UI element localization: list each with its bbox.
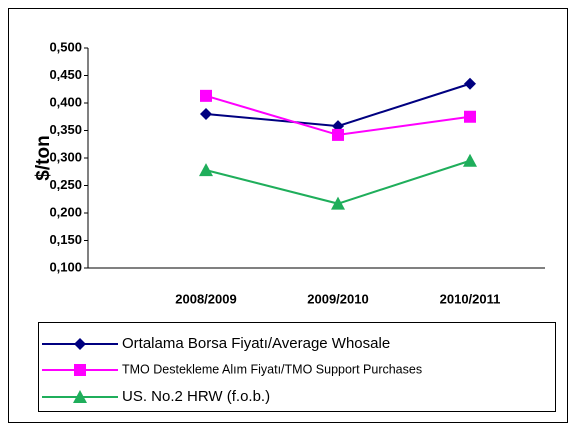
marker (331, 196, 345, 210)
y-tick-label: 0,250 (49, 177, 82, 192)
marker (463, 153, 477, 167)
marker (332, 120, 344, 133)
legend-marker (74, 364, 86, 376)
y-tick-label: 0,300 (49, 149, 82, 164)
x-tick-label: 2010/2011 (440, 291, 501, 306)
y-tick-label: 0,450 (49, 67, 82, 82)
y-tick-label: 0,350 (49, 122, 82, 137)
legend-marker (73, 390, 87, 403)
marker (332, 128, 344, 141)
legend-label: US. No.2 HRW (f.o.b.) (122, 388, 270, 405)
marker (199, 163, 213, 177)
y-tick-label: 0,150 (49, 232, 82, 247)
marker (464, 77, 476, 90)
marker (200, 108, 212, 120)
marker (464, 110, 476, 123)
y-tick-label: 0,500 (49, 39, 82, 54)
y-axis-label: $/ton (33, 135, 54, 180)
legend-label: Ortalama Borsa Fiyatı/Average Whosale (122, 335, 390, 352)
x-tick-label: 2008/2009 (175, 291, 236, 306)
x-tick-label: 2009/2010 (307, 291, 368, 306)
legend-label: TMO Destekleme Alım Fiyatı/TMO Support P… (122, 362, 422, 376)
y-tick-label: 0,200 (49, 204, 82, 219)
legend-box (38, 322, 556, 412)
y-tick-label: 0,400 (49, 94, 82, 109)
y-tick-label: 0,100 (49, 259, 82, 274)
legend-marker (74, 338, 86, 350)
marker (200, 89, 212, 102)
